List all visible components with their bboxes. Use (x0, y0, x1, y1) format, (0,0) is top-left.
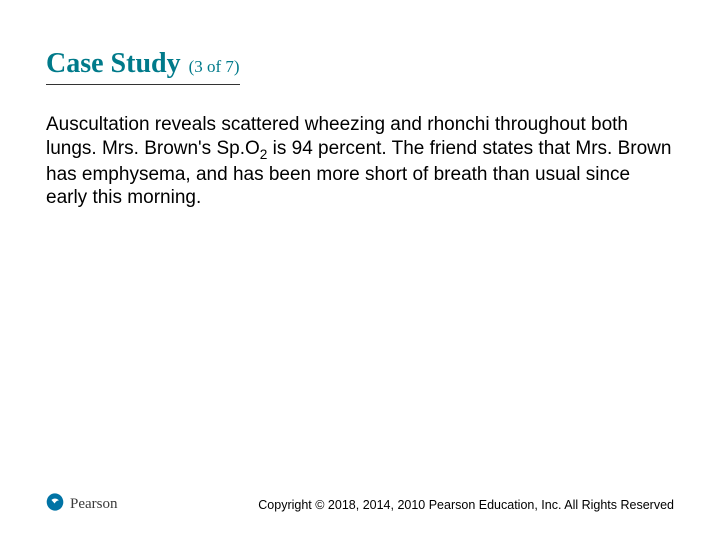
body-paragraph: Auscultation reveals scattered wheezing … (46, 113, 674, 210)
slide-subtitle: (3 of 7) (189, 57, 240, 77)
copyright-text: Copyright © 2018, 2014, 2010 Pearson Edu… (258, 498, 674, 512)
pearson-logo-icon (46, 493, 64, 516)
slide-title: Case Study (46, 48, 181, 80)
footer: Pearson Copyright © 2018, 2014, 2010 Pea… (0, 493, 720, 516)
brand-name: Pearson (70, 496, 118, 513)
title-row: Case Study (3 of 7) (46, 48, 240, 85)
slide: Case Study (3 of 7) Auscultation reveals… (0, 0, 720, 540)
brand: Pearson (46, 493, 118, 516)
